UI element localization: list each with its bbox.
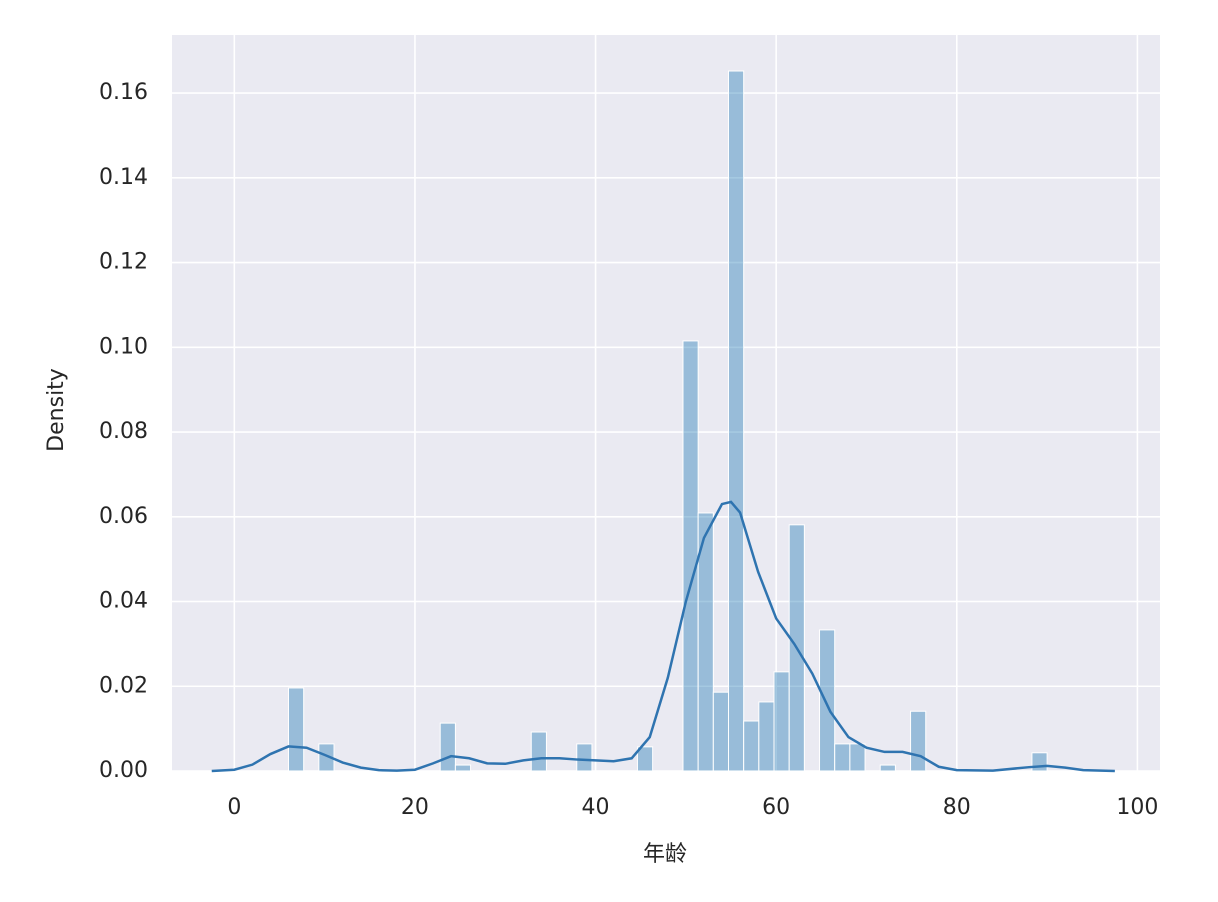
y-tick-label: 0.04 [99,589,148,614]
y-tick-label: 0.14 [99,165,148,190]
bar [636,746,654,772]
bar [727,70,745,772]
bar [849,743,866,772]
bar [834,743,851,772]
bar [682,340,699,772]
y-tick-label: 0.02 [99,673,148,698]
bar [758,701,775,772]
y-tick-label: 0.08 [99,419,148,444]
plot-area [172,35,1160,771]
bar [743,720,760,772]
bar [318,743,335,772]
kde-line [211,500,1115,773]
y-tick-label: 0.06 [99,504,148,529]
x-tick-label: 60 [762,795,790,820]
bar [530,731,547,772]
bar [697,512,714,772]
bar [712,691,729,772]
bar [819,629,836,772]
y-tick-label: 0.00 [99,758,148,783]
y-tick-label: 0.10 [99,334,148,359]
x-tick-label: 40 [582,795,610,820]
bar [454,764,472,772]
x-axis-label: 年龄 [643,842,687,867]
x-tick-label: 20 [401,795,429,820]
bar [1031,752,1048,772]
bar [879,764,896,772]
x-tick-label: 100 [1116,795,1158,820]
y-tick-label: 0.12 [99,250,148,275]
y-axis-label: Density [44,368,69,452]
bar [910,710,927,772]
x-tick-label: 80 [943,795,971,820]
bar [439,722,456,772]
bar [773,671,790,772]
bar [288,687,305,772]
bar [576,743,593,772]
y-tick-label: 0.16 [99,80,148,105]
x-tick-label: 0 [227,795,241,820]
